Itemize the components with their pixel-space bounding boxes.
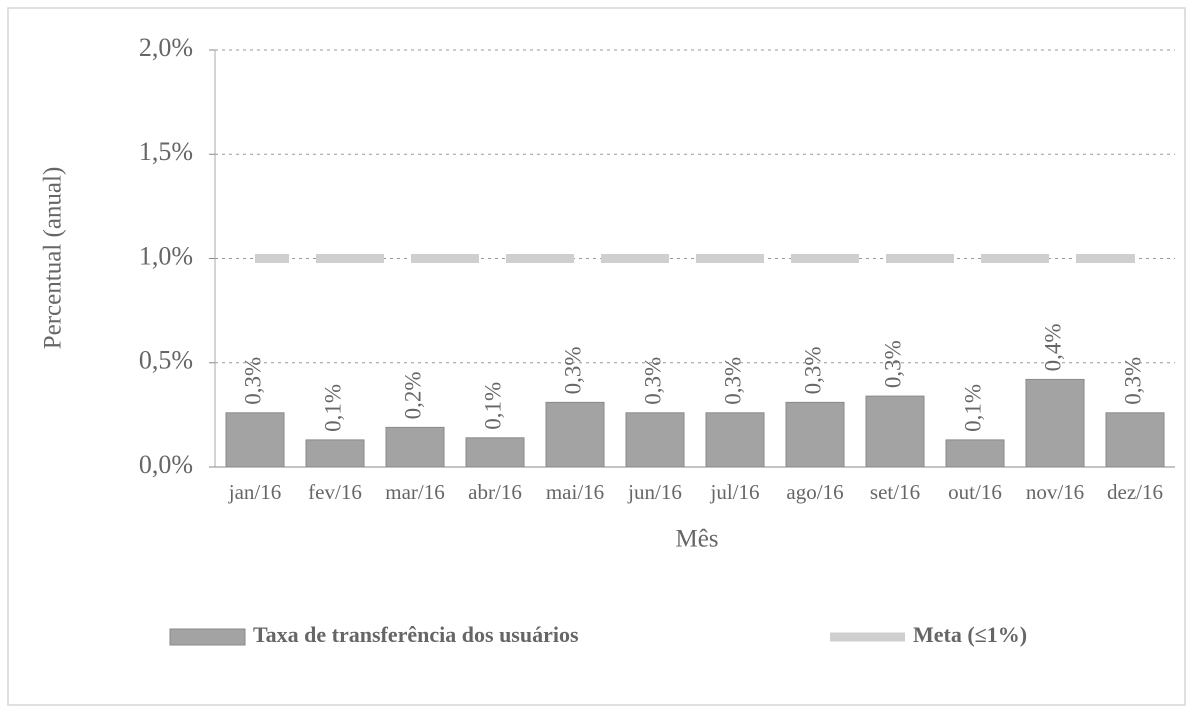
value-label: 0,1% <box>480 382 505 430</box>
x-tick-label: jan/16 <box>228 480 282 504</box>
y-tick-label: 0,5% <box>139 346 193 375</box>
value-label: 0,3% <box>640 357 665 405</box>
bar <box>385 426 445 468</box>
bar <box>865 395 925 468</box>
bar <box>1105 412 1165 468</box>
value-label: 0,3% <box>1120 357 1145 405</box>
bar <box>625 412 685 468</box>
x-tick-label: fev/16 <box>308 480 362 504</box>
bar <box>465 437 525 468</box>
value-label: 0,1% <box>320 384 345 432</box>
y-tick-label: 2,0% <box>139 33 193 62</box>
bar <box>1025 378 1085 468</box>
bar <box>785 401 845 468</box>
y-tick-label: 1,0% <box>139 241 193 270</box>
value-label: 0,2% <box>400 371 425 419</box>
bar <box>945 439 1005 468</box>
legend-swatch <box>169 628 246 646</box>
value-label: 0,3% <box>560 346 585 394</box>
legend-label: Taxa de transferência dos usuários <box>253 622 579 647</box>
y-tick-label: 1,5% <box>139 137 193 166</box>
value-label: 0,3% <box>240 357 265 405</box>
x-tick-label: mai/16 <box>546 480 604 504</box>
value-label: 0,3% <box>720 357 745 405</box>
chart-border <box>7 7 1186 706</box>
x-tick-label: dez/16 <box>1107 480 1163 504</box>
x-axis-title: Mês <box>675 526 718 553</box>
value-label: 0,3% <box>880 340 905 388</box>
y-axis-title: Percentual (anual) <box>40 167 67 350</box>
x-tick-label: abr/16 <box>468 480 522 504</box>
bar <box>545 401 605 468</box>
bar <box>705 412 765 468</box>
x-tick-label: out/16 <box>948 480 1002 504</box>
x-tick-label: nov/16 <box>1026 480 1084 504</box>
x-tick-label: mar/16 <box>385 480 444 504</box>
bar <box>225 412 285 468</box>
x-tick-label: set/16 <box>870 480 920 504</box>
y-tick-label: 0,0% <box>139 450 193 479</box>
x-tick-label: ago/16 <box>786 480 843 504</box>
bar <box>305 439 365 468</box>
x-tick-label: jul/16 <box>709 480 759 504</box>
legend-label: Meta (≤1%) <box>913 622 1027 647</box>
value-label: 0,3% <box>800 346 825 394</box>
value-label: 0,1% <box>960 384 985 432</box>
x-tick-label: jun/16 <box>627 480 682 504</box>
value-label: 0,4% <box>1040 324 1065 372</box>
